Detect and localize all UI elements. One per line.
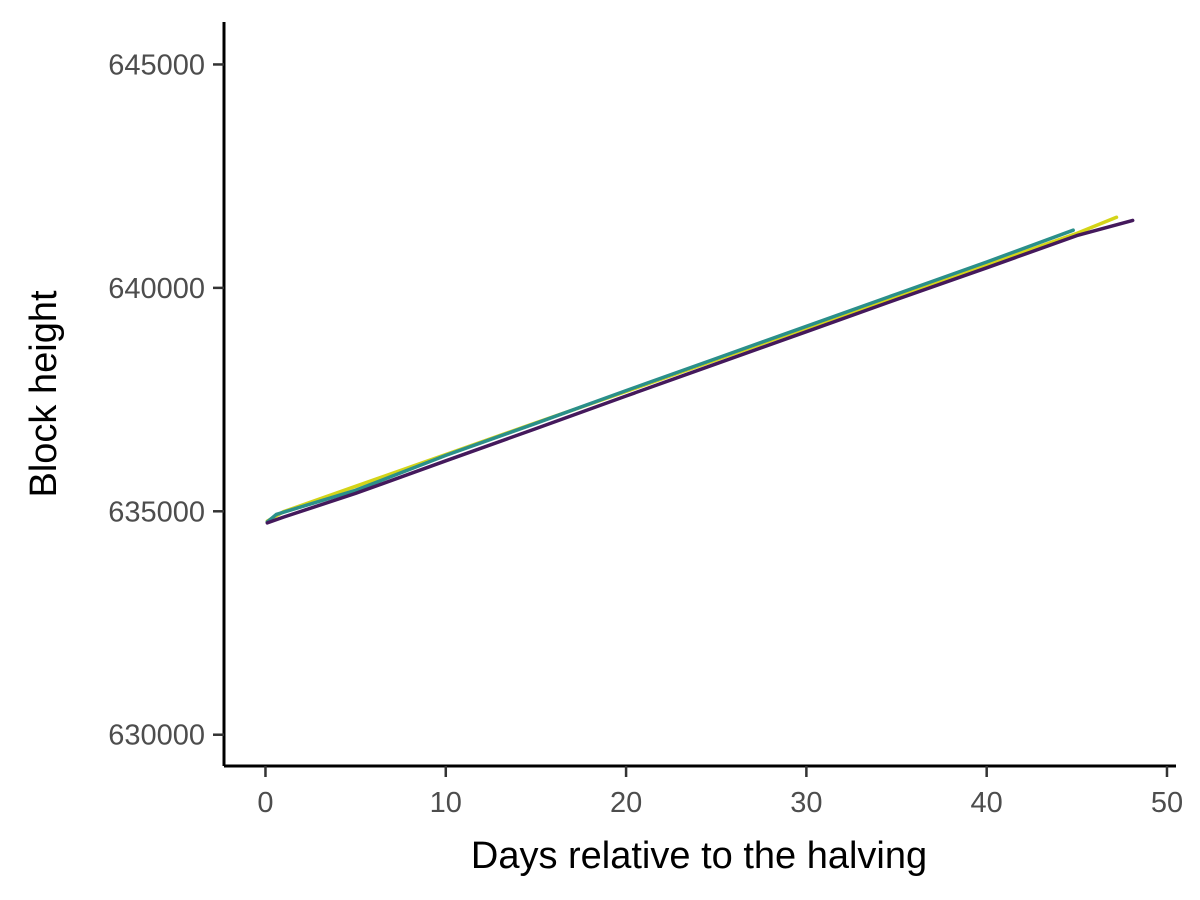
y-tick-label: 635000: [108, 496, 205, 528]
y-axis-title: Block height: [23, 290, 65, 497]
x-tick-label: 10: [430, 787, 462, 819]
x-ticks-group: 0 10 20 30 40 50: [257, 766, 1183, 819]
y-ticks-group: 630000 635000 640000 645000: [108, 49, 224, 752]
series-line-3: [265, 218, 1135, 525]
x-tick-label: 40: [971, 787, 1003, 819]
series-line-2: [265, 228, 1075, 524]
x-axis-title: Days relative to the halving: [471, 835, 927, 877]
y-tick-label: 645000: [108, 49, 205, 81]
x-tick-label: 30: [790, 787, 822, 819]
plot-series-group: [265, 215, 1135, 525]
axes-group: [222, 22, 1176, 768]
y-tick-label: 630000: [108, 720, 205, 752]
x-tick-label: 0: [257, 787, 273, 819]
x-tick-label: 50: [1151, 787, 1183, 819]
y-tick-label: 640000: [108, 273, 205, 305]
x-tick-label: 20: [610, 787, 642, 819]
